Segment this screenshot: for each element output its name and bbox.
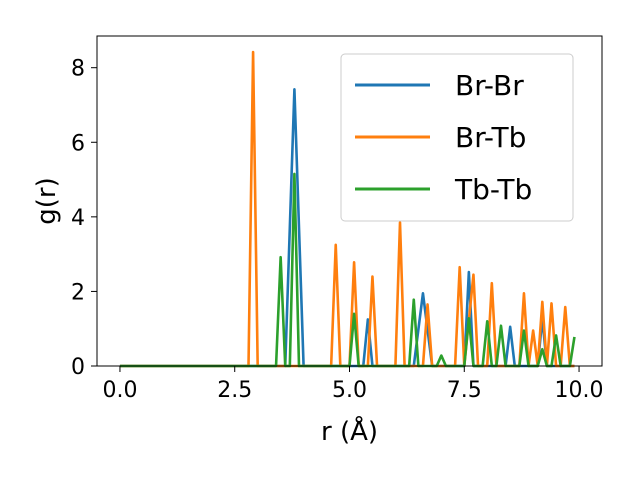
y-axis-ticks: 0 2 4 6 8 bbox=[71, 57, 97, 380]
x-tick-label: 5.0 bbox=[332, 378, 367, 403]
y-tick-label: 2 bbox=[71, 280, 85, 305]
legend-label-tb-tb: Tb-Tb bbox=[454, 173, 532, 206]
x-tick-label: 10.0 bbox=[555, 378, 604, 403]
legend-label-br-tb: Br-Tb bbox=[455, 121, 526, 154]
x-tick-label: 7.5 bbox=[447, 378, 482, 403]
x-axis-ticks: 0.0 2.5 5.0 7.5 10.0 bbox=[102, 366, 604, 403]
legend-box bbox=[340, 53, 574, 222]
legend-label-br-br: Br-Br bbox=[455, 69, 524, 102]
y-tick-label: 6 bbox=[71, 131, 85, 156]
legend: Br-Br Br-Tb Tb-Tb bbox=[340, 53, 574, 222]
y-axis-label: g(r) bbox=[32, 177, 62, 224]
y-tick-label: 0 bbox=[71, 355, 85, 380]
x-tick-label: 0.0 bbox=[102, 378, 137, 403]
x-tick-label: 2.5 bbox=[217, 378, 252, 403]
y-tick-label: 8 bbox=[71, 57, 85, 82]
y-tick-label: 4 bbox=[71, 206, 85, 231]
legend-items: Br-Br Br-Tb Tb-Tb bbox=[355, 69, 532, 206]
x-axis-label: r (Å) bbox=[321, 415, 378, 447]
